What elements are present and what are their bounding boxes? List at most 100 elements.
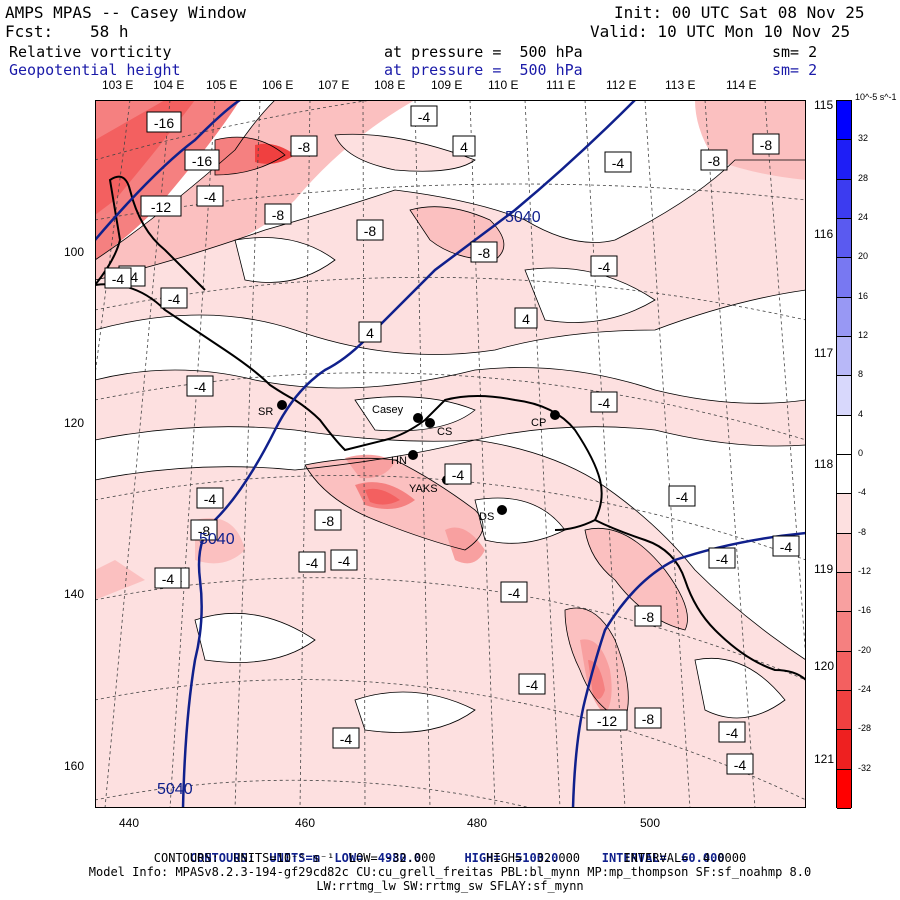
- contour-label: -4: [590, 255, 618, 277]
- svg-text:-4: -4: [204, 189, 217, 205]
- contour-label: -4: [772, 535, 800, 557]
- colorbar-label: 32: [858, 133, 869, 144]
- field2-name: Geopotential height: [9, 61, 181, 79]
- contour-label: -8: [190, 519, 218, 541]
- lon-label: 113 E: [665, 78, 696, 92]
- svg-text:-8: -8: [298, 139, 311, 155]
- lon-label: 109 E: [431, 78, 463, 92]
- x-tick-label: 440: [119, 816, 140, 830]
- colorbar-swatch: [837, 376, 851, 416]
- y-tick-label: 140: [64, 587, 85, 601]
- colorbar-label: 16: [858, 290, 869, 301]
- svg-text:-4: -4: [726, 725, 739, 741]
- svg-text:-4: -4: [168, 291, 181, 307]
- svg-text:-4: -4: [612, 155, 625, 171]
- contour-label: 4: [452, 135, 476, 157]
- colorbar-unit: 10^-5 s^-1: [855, 92, 897, 102]
- station-label: CP: [531, 417, 546, 429]
- svg-text:-16: -16: [192, 153, 212, 169]
- svg-text:-4: -4: [780, 539, 793, 555]
- colorbar-label: -32: [858, 762, 872, 773]
- colorbar-swatch: [837, 494, 851, 534]
- svg-text:-8: -8: [198, 523, 211, 539]
- field2-level: at pressure = 500 hPa: [384, 61, 583, 79]
- colorbar-label: -20: [858, 644, 872, 655]
- colorbar-label: 8: [858, 369, 864, 380]
- contour-label: -12: [586, 709, 628, 731]
- colorbar-label: 20: [858, 251, 869, 262]
- contour-label: -4: [444, 463, 472, 485]
- contour-label: -4: [196, 487, 224, 509]
- colorbar-swatch: [837, 651, 851, 691]
- colorbar-swatch: [837, 219, 851, 259]
- station-marker: [413, 413, 423, 423]
- colorbar-swatch: [837, 455, 851, 495]
- colorbar-label: 4: [858, 408, 864, 419]
- colorbar-swatch: [837, 258, 851, 298]
- svg-text:-8: -8: [708, 153, 721, 169]
- colorbar-label: -8: [858, 526, 867, 537]
- contour-label: -4: [500, 581, 528, 603]
- svg-text:-4: -4: [340, 731, 353, 747]
- y-tick-label: 100: [64, 245, 85, 259]
- height-label: 5040: [505, 209, 541, 226]
- footer-label: CONTOURS:: [189, 851, 255, 865]
- station-label: YAKS: [409, 483, 438, 495]
- contour-label: -4: [718, 721, 746, 743]
- svg-text:-4: -4: [676, 489, 689, 505]
- colorbar-swatch: [837, 573, 851, 613]
- svg-text:-8: -8: [364, 223, 377, 239]
- contour-label-boxes: -16 -16 -8 -8 -8 -8 -8 -8 -4 -4 -4 -4 -4…: [104, 105, 800, 775]
- footer-units: UNITS=m: [269, 851, 320, 865]
- lon-label: 112 E: [606, 78, 637, 92]
- colorbar-label: 28: [858, 172, 869, 183]
- colorbar-swatch: [837, 101, 851, 141]
- valid-time: Valid: 10 UTC Mon 10 Nov 25: [590, 22, 851, 41]
- colorbar-swatch: [837, 730, 851, 770]
- colorbar-swatch: [837, 691, 851, 731]
- svg-text:-4: -4: [194, 379, 207, 395]
- station-marker: [408, 450, 418, 460]
- lon-label: 105 E: [206, 78, 238, 92]
- plot-title: AMPS MPAS -- Casey Window: [5, 3, 246, 22]
- colorbar: [836, 100, 852, 809]
- contour-label: -4: [410, 105, 438, 127]
- contour-label: -4: [160, 287, 188, 309]
- init-time: Init: 00 UTC Sat 08 Nov 25: [614, 3, 865, 22]
- svg-text:-4: -4: [598, 259, 611, 275]
- svg-text:-4: -4: [526, 677, 539, 693]
- contour-label: -4: [330, 549, 358, 571]
- contour-label: -4: [186, 375, 214, 397]
- field1-sm: sm= 2: [772, 43, 818, 61]
- colorbar-swatch: [837, 533, 851, 573]
- station-labels: SR Casey CS CP HN YAKS DS: [258, 404, 546, 523]
- svg-text:-4: -4: [306, 555, 319, 571]
- contour-label: -4: [708, 547, 736, 569]
- colorbar-swatch: [837, 297, 851, 337]
- vorticity-map: -16 -16 -8 -8 -8 -8 -8 -8 -4 -4 -4 -4 -4…: [95, 100, 806, 808]
- svg-text:-4: -4: [508, 585, 521, 601]
- station-marker: [425, 418, 435, 428]
- colorbar-label: -16: [858, 605, 872, 616]
- fcst-label: Fcst:: [5, 22, 54, 41]
- contour-label: -4: [196, 185, 224, 207]
- svg-text:-12: -12: [151, 199, 171, 215]
- svg-text:4: 4: [460, 139, 468, 155]
- footer-interval: INTERVAL= 60.000: [601, 851, 725, 865]
- svg-text:-4: -4: [338, 553, 351, 569]
- contour-label: -8: [634, 605, 662, 627]
- svg-text:-4: -4: [418, 109, 431, 125]
- colorbar-label: 12: [858, 330, 869, 340]
- lat-lon-grid: [95, 100, 806, 808]
- contour-label: -4: [604, 151, 632, 173]
- y-tick-label: 160: [64, 759, 85, 773]
- contour-label: -4: [518, 673, 546, 695]
- station-marker: [497, 505, 507, 515]
- field1-level: at pressure = 500 hPa: [384, 43, 583, 61]
- colorbar-label: 24: [858, 212, 869, 222]
- colorbar-swatch: [837, 140, 851, 180]
- colorbar-label: 0: [858, 448, 864, 458]
- lon-label: 103 E: [102, 78, 134, 92]
- station-marker: [277, 400, 287, 410]
- svg-text:-8: -8: [478, 245, 491, 261]
